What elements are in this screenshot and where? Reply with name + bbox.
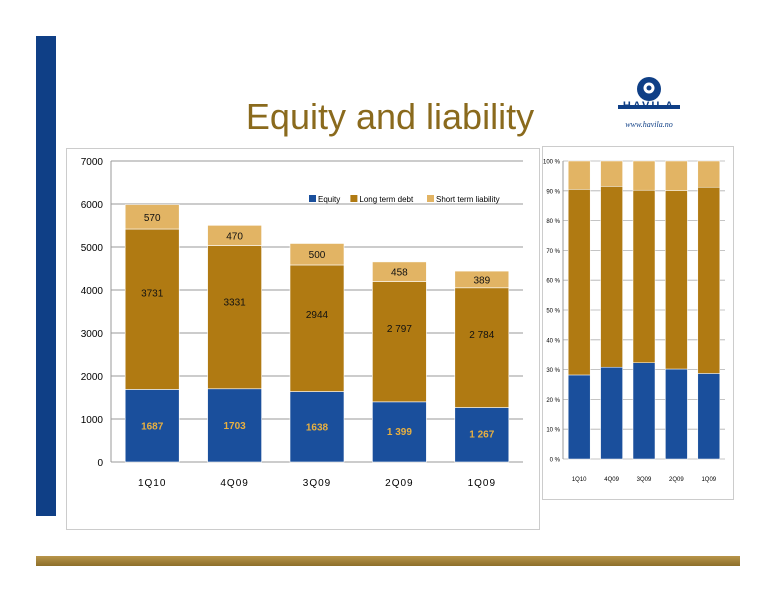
bar-segment <box>207 388 262 463</box>
data-label: 570 <box>144 213 161 224</box>
bar-segment <box>289 243 345 266</box>
data-label: 1687 <box>141 421 164 432</box>
data-label: 1 399 <box>387 427 412 438</box>
left-decor-band <box>36 36 56 516</box>
y-tick-label: 0 % <box>550 458 561 464</box>
bar-segment <box>567 189 591 376</box>
data-label: 1703 <box>223 421 246 432</box>
bar-segment <box>665 368 688 460</box>
data-label: 1638 <box>306 422 329 433</box>
bar-segment <box>289 391 345 463</box>
y-tick-label: 10 % <box>546 428 560 434</box>
y-tick-label: 7000 <box>81 157 104 168</box>
y-tick-label: 60 % <box>546 279 560 285</box>
main-chart-frame: 0 1000 2000 3000 4000 5000 6000 7000 1687 3731 570… <box>66 148 540 530</box>
bar-segment <box>207 245 262 390</box>
bar-segment <box>600 186 623 368</box>
bar-segment <box>454 287 510 408</box>
x-tick-label: 3Q09 <box>303 478 331 489</box>
bar-segment <box>124 204 180 230</box>
bar-segment <box>372 401 427 463</box>
bar-segment <box>600 160 623 187</box>
legend-swatch <box>427 195 434 202</box>
data-label: 3731 <box>141 288 164 299</box>
bar-segment <box>697 186 721 374</box>
logo-url: www.havila.no <box>625 120 673 129</box>
bar-segment <box>454 270 510 289</box>
data-label: 389 <box>473 275 490 286</box>
y-tick-label: 2000 <box>81 372 104 383</box>
data-label: 500 <box>309 250 326 261</box>
percent-chart-frame: 0 % 10 % 20 % 30 % 40 % 50 % 60 % 70 % 80 % 90 % 1… <box>542 146 734 500</box>
data-label: 2 797 <box>387 324 412 335</box>
data-label: 2944 <box>306 310 329 321</box>
bar-segment <box>632 362 656 460</box>
y-tick-label: 80 % <box>546 219 560 225</box>
data-label: 2 784 <box>469 330 494 341</box>
legend-label: Long term debt <box>359 195 414 204</box>
bar-segment <box>665 160 688 191</box>
y-tick-label: 20 % <box>546 398 560 404</box>
y-tick-label: 100 % <box>543 160 561 166</box>
bar-segment <box>567 160 591 190</box>
x-tick-label: 1Q10 <box>138 478 166 489</box>
havila-logo-icon <box>618 77 680 109</box>
bar-segment <box>372 281 427 403</box>
x-tick-label: 1Q10 <box>572 477 587 483</box>
bar-segment <box>372 261 427 282</box>
y-tick-label: 5000 <box>81 243 104 254</box>
bottom-decor-stripe <box>36 556 740 566</box>
y-tick-label: 4000 <box>81 286 104 297</box>
bar-segment <box>289 264 345 392</box>
equity-liability-chart: 0 1000 2000 3000 4000 5000 6000 7000 1687 3731 570… <box>81 157 523 489</box>
bar-segment <box>454 407 510 463</box>
data-label: 3331 <box>223 298 246 309</box>
bar-segment <box>124 389 180 463</box>
y-tick-label: 90 % <box>546 189 560 195</box>
y-tick-label: 0 <box>97 458 103 469</box>
bar-segment <box>697 160 721 188</box>
x-tick-label: 2Q09 <box>669 477 684 483</box>
data-label: 1 267 <box>469 429 494 440</box>
y-tick-label: 30 % <box>546 368 560 374</box>
y-tick-label: 6000 <box>81 200 104 211</box>
bar-segment <box>665 190 688 370</box>
x-tick-label: 2Q09 <box>385 478 413 489</box>
equity-liability-percent-chart: 0 % 10 % 20 % 30 % 40 % 50 % 60 % 70 % 80 % 90 % 1… <box>543 160 725 483</box>
y-tick-label: 50 % <box>546 309 560 315</box>
bar-segment <box>697 373 721 460</box>
bar-segment <box>632 189 656 363</box>
slide-title: Equity and liability <box>245 96 535 137</box>
x-tick-label: 1Q09 <box>701 477 716 483</box>
y-tick-label: 40 % <box>546 338 560 344</box>
y-tick-label: 70 % <box>546 249 560 255</box>
data-label: 458 <box>391 268 408 279</box>
x-tick-label: 3Q09 <box>637 477 652 483</box>
bar-segment <box>600 366 623 460</box>
bar-segment <box>567 374 591 460</box>
data-label: 470 <box>226 231 243 242</box>
legend-swatch <box>350 195 358 202</box>
logo-wordmark: HAVILA <box>622 100 676 112</box>
legend-label: Equity <box>318 195 340 204</box>
bar-segment <box>632 160 656 191</box>
legend-label: Short term liability <box>436 195 500 204</box>
y-tick-label: 1000 <box>81 415 104 426</box>
y-tick-label: 3000 <box>81 329 104 340</box>
bar-segment <box>124 228 180 390</box>
x-tick-label: 4Q09 <box>220 478 248 489</box>
x-tick-label: 4Q09 <box>604 477 619 483</box>
x-tick-label: 1Q09 <box>468 478 496 489</box>
legend-swatch <box>309 195 316 202</box>
bar-segment <box>207 225 262 246</box>
